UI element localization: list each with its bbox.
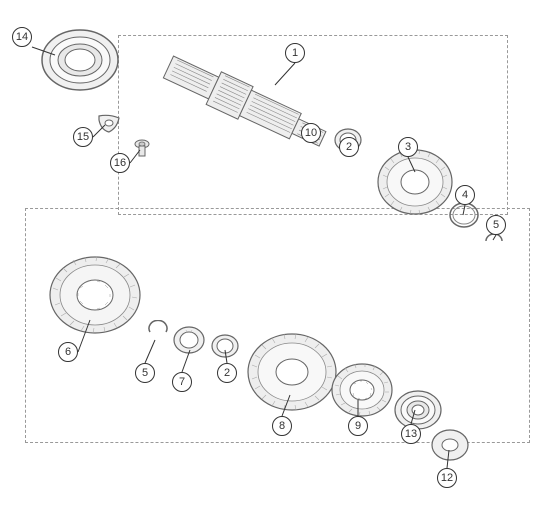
callout-number: 6 — [58, 342, 78, 362]
callout-10: 10 — [301, 123, 321, 143]
part-retainer-15 — [95, 112, 123, 136]
part-circlip-5-lower — [145, 320, 171, 344]
callout-number: 7 — [172, 372, 192, 392]
callout-14: 14 — [12, 27, 32, 47]
callout-number: 13 — [401, 424, 421, 444]
callout-13: 13 — [401, 424, 421, 444]
callout-3: 3 — [398, 137, 418, 157]
callout-number: 3 — [398, 137, 418, 157]
callout-7: 7 — [172, 372, 192, 392]
callout-number: 4 — [455, 185, 475, 205]
callout-4: 4 — [455, 185, 475, 205]
callout-number: 5 — [135, 363, 155, 383]
callout-number: 14 — [12, 27, 32, 47]
part-spacer-2-lower — [210, 332, 240, 360]
part-bearing-14 — [40, 25, 120, 95]
part-thrust-washer-7 — [172, 325, 206, 355]
callout-number: 9 — [348, 416, 368, 436]
callout-5: 5 — [135, 363, 155, 383]
callout-2: 2 — [339, 137, 359, 157]
callout-6: 6 — [58, 342, 78, 362]
callout-1: 1 — [285, 43, 305, 63]
callout-number: 8 — [272, 416, 292, 436]
part-gear-9 — [330, 360, 395, 420]
callout-16: 16 — [110, 153, 130, 173]
callout-number: 2 — [339, 137, 359, 157]
callout-2: 2 — [217, 363, 237, 383]
callout-number: 10 — [301, 123, 321, 143]
callout-number: 15 — [73, 127, 93, 147]
callout-15: 15 — [73, 127, 93, 147]
callout-number: 2 — [217, 363, 237, 383]
callout-8: 8 — [272, 416, 292, 436]
callout-number: 12 — [437, 468, 457, 488]
exploded-diagram: 12234556789101213141516 — [0, 0, 555, 506]
part-gear-6 — [45, 250, 145, 340]
callout-5: 5 — [486, 215, 506, 235]
part-washer-12 — [430, 428, 470, 462]
part-gear-8 — [245, 330, 340, 415]
callout-9: 9 — [348, 416, 368, 436]
part-screw-16 — [133, 138, 151, 158]
callout-number: 16 — [110, 153, 130, 173]
callout-number: 5 — [486, 215, 506, 235]
callout-number: 1 — [285, 43, 305, 63]
callout-12: 12 — [437, 468, 457, 488]
